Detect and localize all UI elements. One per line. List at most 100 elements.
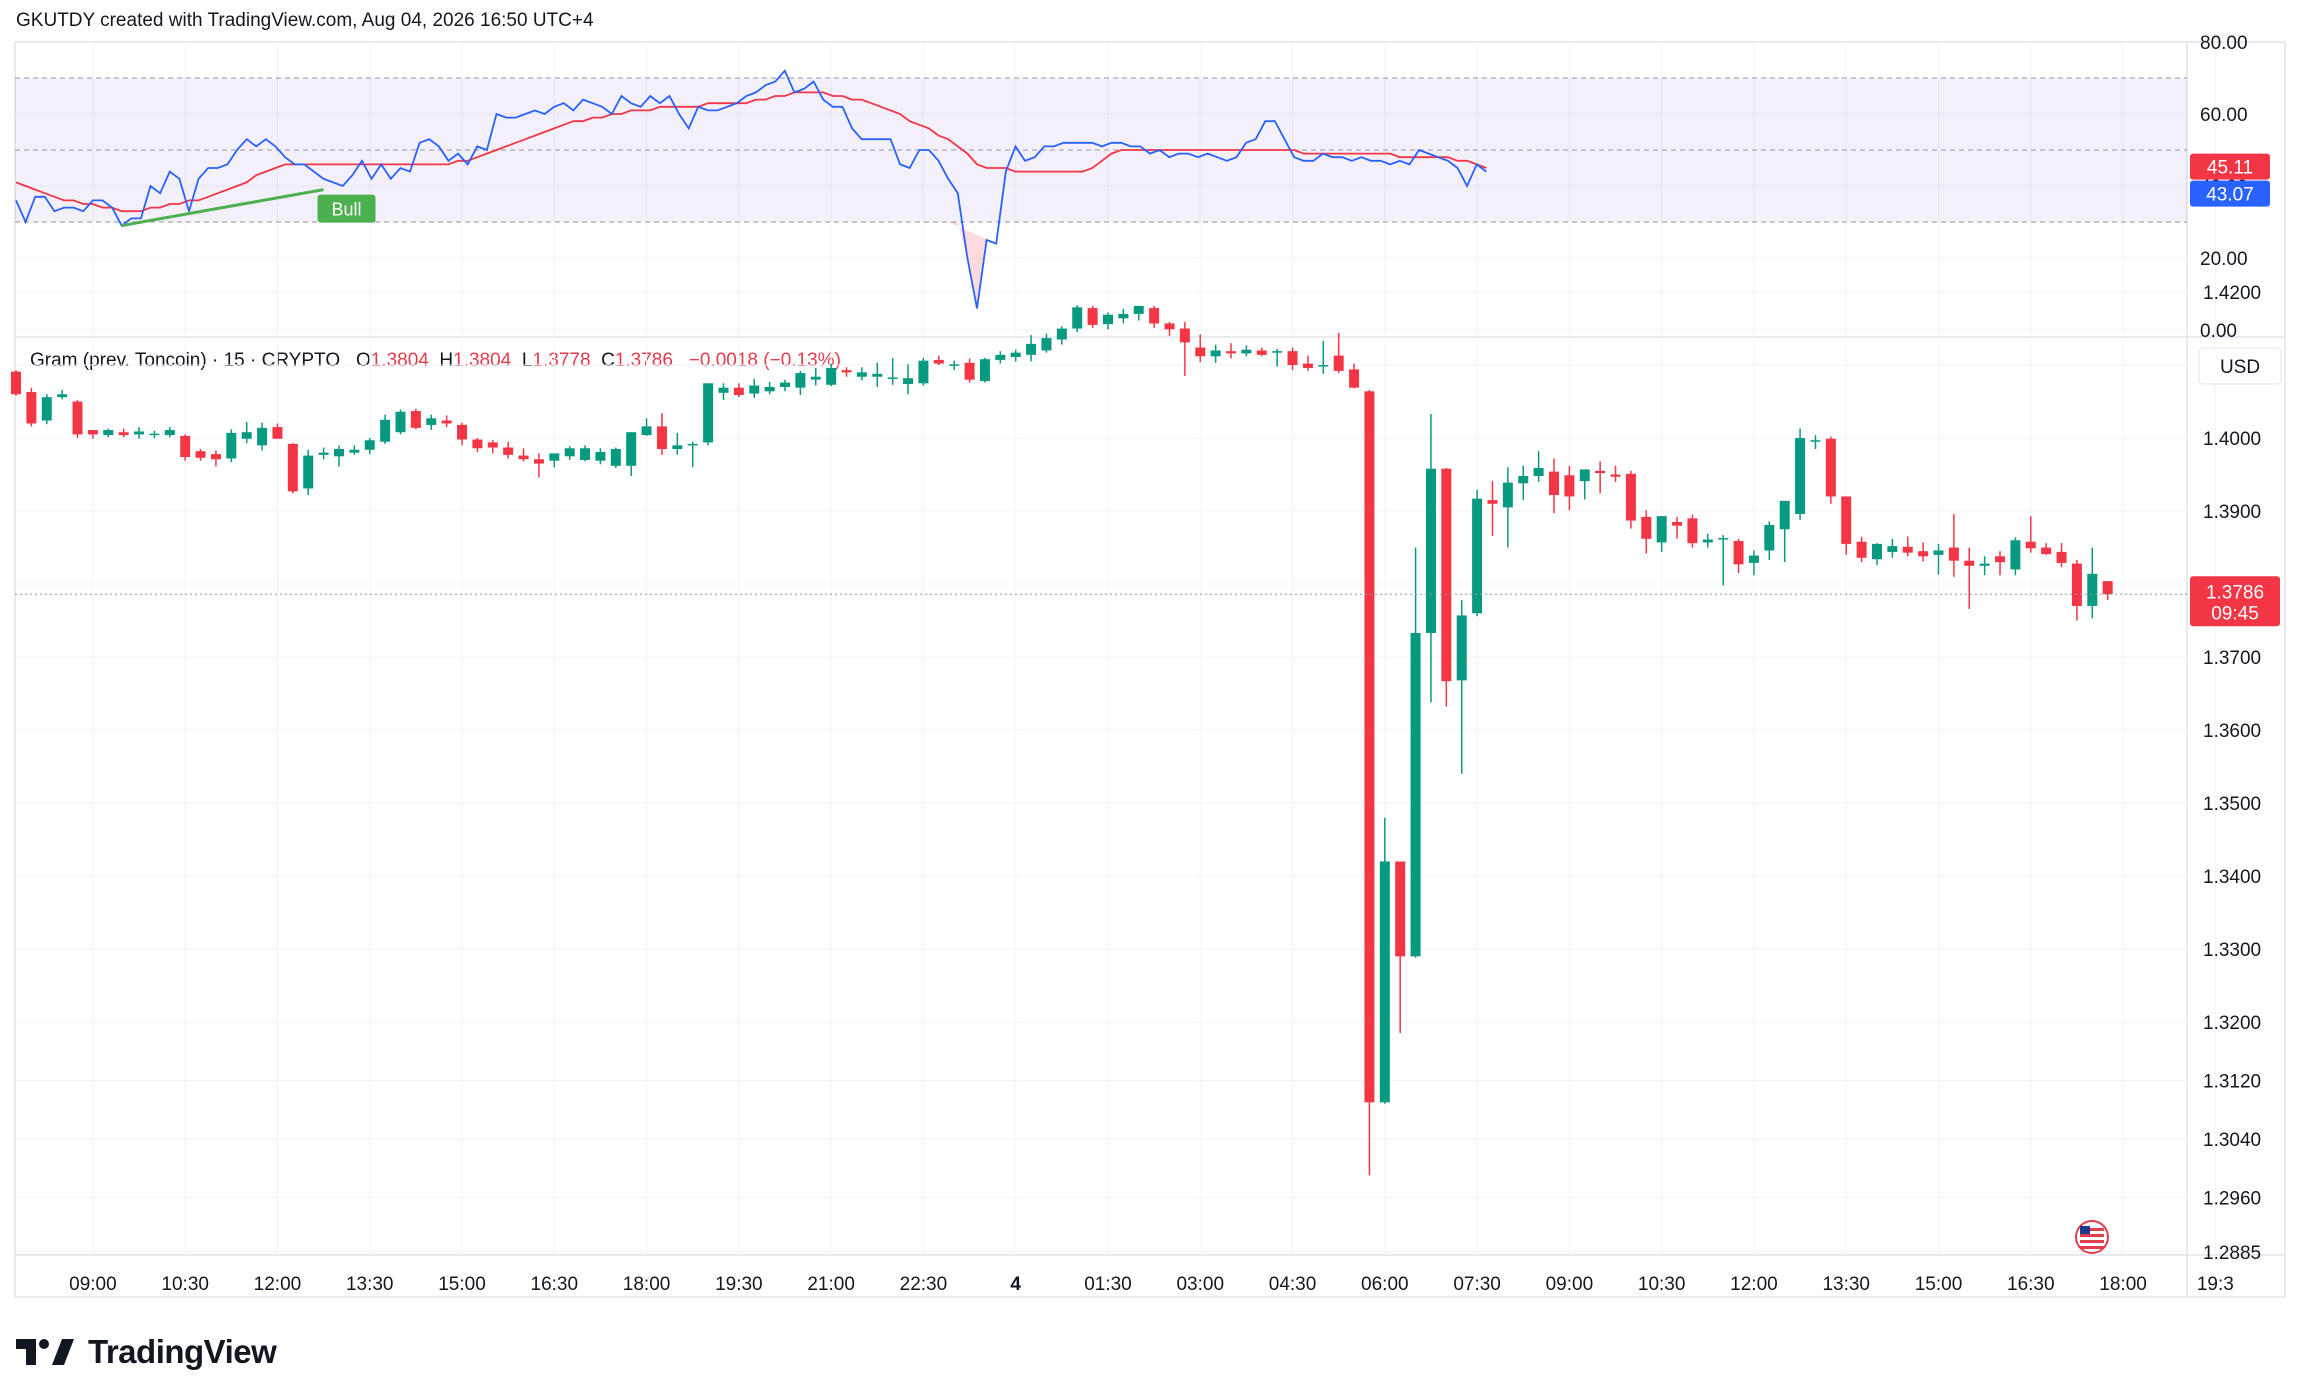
candle-body <box>1672 522 1683 526</box>
time-tick-label: 18:00 <box>623 1274 671 1295</box>
time-tick-label: 21:00 <box>807 1274 855 1295</box>
rsi-ma-value: 45.11 <box>2207 158 2253 179</box>
time-tick-label: 18:00 <box>2099 1274 2147 1295</box>
candle-body <box>1564 475 1575 497</box>
candle-body <box>1856 541 1867 558</box>
candle-body <box>2087 573 2098 606</box>
price-tick-label: 1.3900 <box>2203 502 2261 523</box>
price-tick-label: 1.4000 <box>2203 429 2261 450</box>
candle-body <box>1610 474 1621 477</box>
candle-body <box>749 385 760 394</box>
us-flag-icon-stripe <box>2080 1228 2104 1231</box>
tradingview-logo[interactable]: TradingView <box>16 1328 277 1376</box>
candle-body <box>672 445 683 449</box>
candle-body <box>533 459 544 464</box>
candle-body <box>964 362 975 380</box>
candle-body <box>826 367 837 385</box>
us-flag-icon-stripe <box>2080 1234 2104 1237</box>
candle-body <box>57 394 68 398</box>
candle-body <box>933 359 944 364</box>
candle-body <box>1871 543 1882 560</box>
time-tick-label: 12:00 <box>1730 1274 1778 1295</box>
candle-body <box>1764 524 1775 551</box>
candle-body <box>1641 516 1652 539</box>
candle-body <box>395 411 406 433</box>
rsi-ma-value-tag <box>2190 153 2270 180</box>
candle-body <box>995 354 1006 360</box>
candle-body <box>1118 313 1129 319</box>
candle-body <box>1241 349 1252 354</box>
time-tick-label: 07:30 <box>1453 1274 1501 1295</box>
time-tick-label: 09:00 <box>1546 1274 1594 1295</box>
candle-body <box>103 430 114 436</box>
candle-body <box>272 427 283 439</box>
time-tick-label: 10:30 <box>161 1274 209 1295</box>
rsi-tick-label: 0.00 <box>2200 321 2237 342</box>
rsi-tick-label: 20.00 <box>2200 249 2248 270</box>
ohlc-high: 1.3804 <box>453 350 512 371</box>
time-tick-label: 03:00 <box>1176 1274 1224 1295</box>
chart-credit: GKUTDY created with TradingView.com, Aug… <box>16 10 594 31</box>
rsi-tick-label: 60.00 <box>2200 105 2248 126</box>
candle-body <box>1287 351 1298 366</box>
candle-body <box>1349 369 1360 388</box>
candle-body <box>1595 470 1606 474</box>
candle-body <box>1687 518 1698 544</box>
candle-body <box>11 371 21 395</box>
candle-body <box>118 432 129 436</box>
candle-body <box>2041 547 2052 555</box>
candle-body <box>1549 471 1559 495</box>
currency-label: USD <box>2220 357 2260 378</box>
candle-body <box>72 401 83 435</box>
symbol-legend[interactable]: Gram (prev. Toncoin) · 15 · CRYPTO O1.38… <box>30 350 841 371</box>
bull-label: Bull <box>332 200 362 220</box>
time-tick-label: 10:30 <box>1638 1274 1686 1295</box>
candle-body <box>380 419 391 442</box>
price-tick-label: 1.3300 <box>2203 940 2261 961</box>
candle-body <box>87 430 98 435</box>
candle-body <box>1056 328 1067 340</box>
candle-body <box>1256 350 1267 355</box>
candle-body <box>364 440 375 450</box>
candle-body <box>610 449 621 466</box>
candle-body <box>1441 468 1452 682</box>
candle-body <box>1518 476 1529 484</box>
candle-body <box>795 373 806 388</box>
candle-body <box>564 448 575 457</box>
last-price-value: 1.3786 <box>2206 582 2264 603</box>
candle-body <box>626 432 637 466</box>
candle-body <box>1333 355 1344 371</box>
rsi-tick-label: 80.00 <box>2200 33 2248 54</box>
candle-body <box>949 364 960 366</box>
candle-body <box>580 448 591 460</box>
price-tick-label: 1.2885 <box>2203 1243 2261 1264</box>
candle-body <box>195 451 206 458</box>
candle-body <box>2102 581 2113 595</box>
bar-countdown: 09:45 <box>2211 603 2259 624</box>
candle-body <box>503 447 514 455</box>
time-tick-label: 12:00 <box>254 1274 302 1295</box>
candle-body <box>687 443 698 446</box>
candle-body <box>333 449 344 457</box>
price-tick-label: 1.4200 <box>2203 283 2261 304</box>
candle-body <box>1825 438 1836 497</box>
time-tick-label: 13:30 <box>1822 1274 1870 1295</box>
symbol-exchange: CRYPTO <box>261 350 341 371</box>
candle-body <box>2056 551 2067 563</box>
candle-body <box>318 452 329 455</box>
candle-body <box>287 443 298 492</box>
candle-body <box>1133 305 1144 314</box>
candle-body <box>1748 555 1759 563</box>
currency-box <box>2198 347 2282 385</box>
candle-body <box>1902 546 1913 553</box>
candle-body <box>903 378 914 385</box>
candle-body <box>1995 556 2006 563</box>
time-tick-label: 13:30 <box>346 1274 394 1295</box>
candle-body <box>1948 547 1959 561</box>
candle-body <box>1702 539 1713 543</box>
candle-body <box>1010 352 1021 358</box>
us-flag-icon-canton <box>2080 1226 2090 1234</box>
